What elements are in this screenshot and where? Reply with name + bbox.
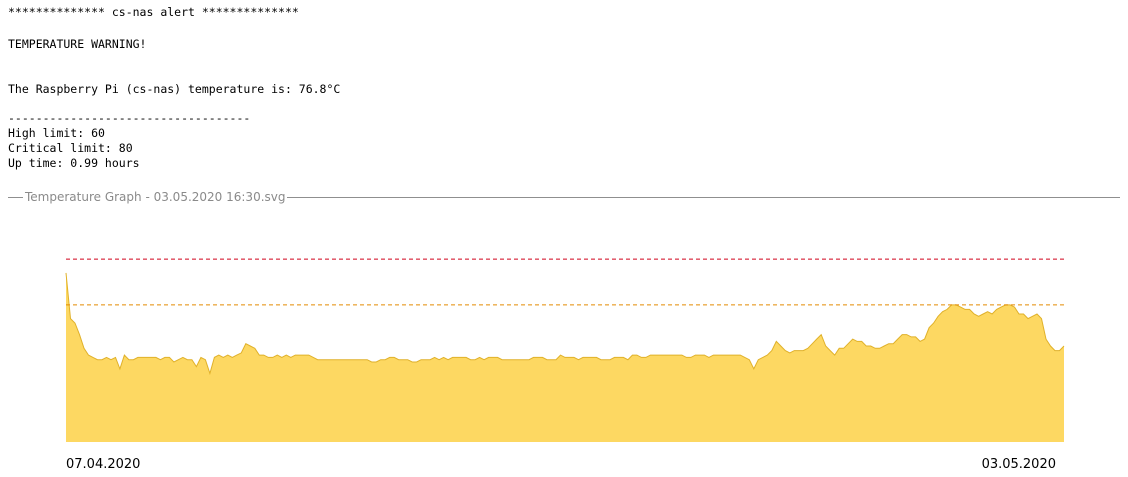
warning-title: TEMPERATURE WARNING!: [8, 37, 147, 51]
attachment-link[interactable]: Temperature Graph - 03.05.2020 16:30.svg: [25, 190, 286, 204]
temperature-line: The Raspberry Pi (cs-nas) temperature is…: [8, 82, 341, 96]
alert-header: ************** cs-nas alert ************…: [8, 5, 299, 19]
attachment-divider: Temperature Graph - 03.05.2020 16:30.svg: [8, 189, 1120, 205]
critical-limit-line: Critical limit: 80: [8, 141, 133, 155]
x-tick-label: 03.05.2020: [982, 457, 1056, 472]
divider-rule-right: [287, 196, 1120, 198]
x-tick-label: 07.04.2020: [66, 457, 140, 472]
separator-line: -----------------------------------: [8, 111, 251, 125]
divider-rule-left: [8, 196, 23, 198]
high-limit-line: High limit: 60: [8, 126, 105, 140]
uptime-line: Up time: 0.99 hours: [8, 156, 140, 170]
temperature-line-series: [65, 272, 1065, 376]
